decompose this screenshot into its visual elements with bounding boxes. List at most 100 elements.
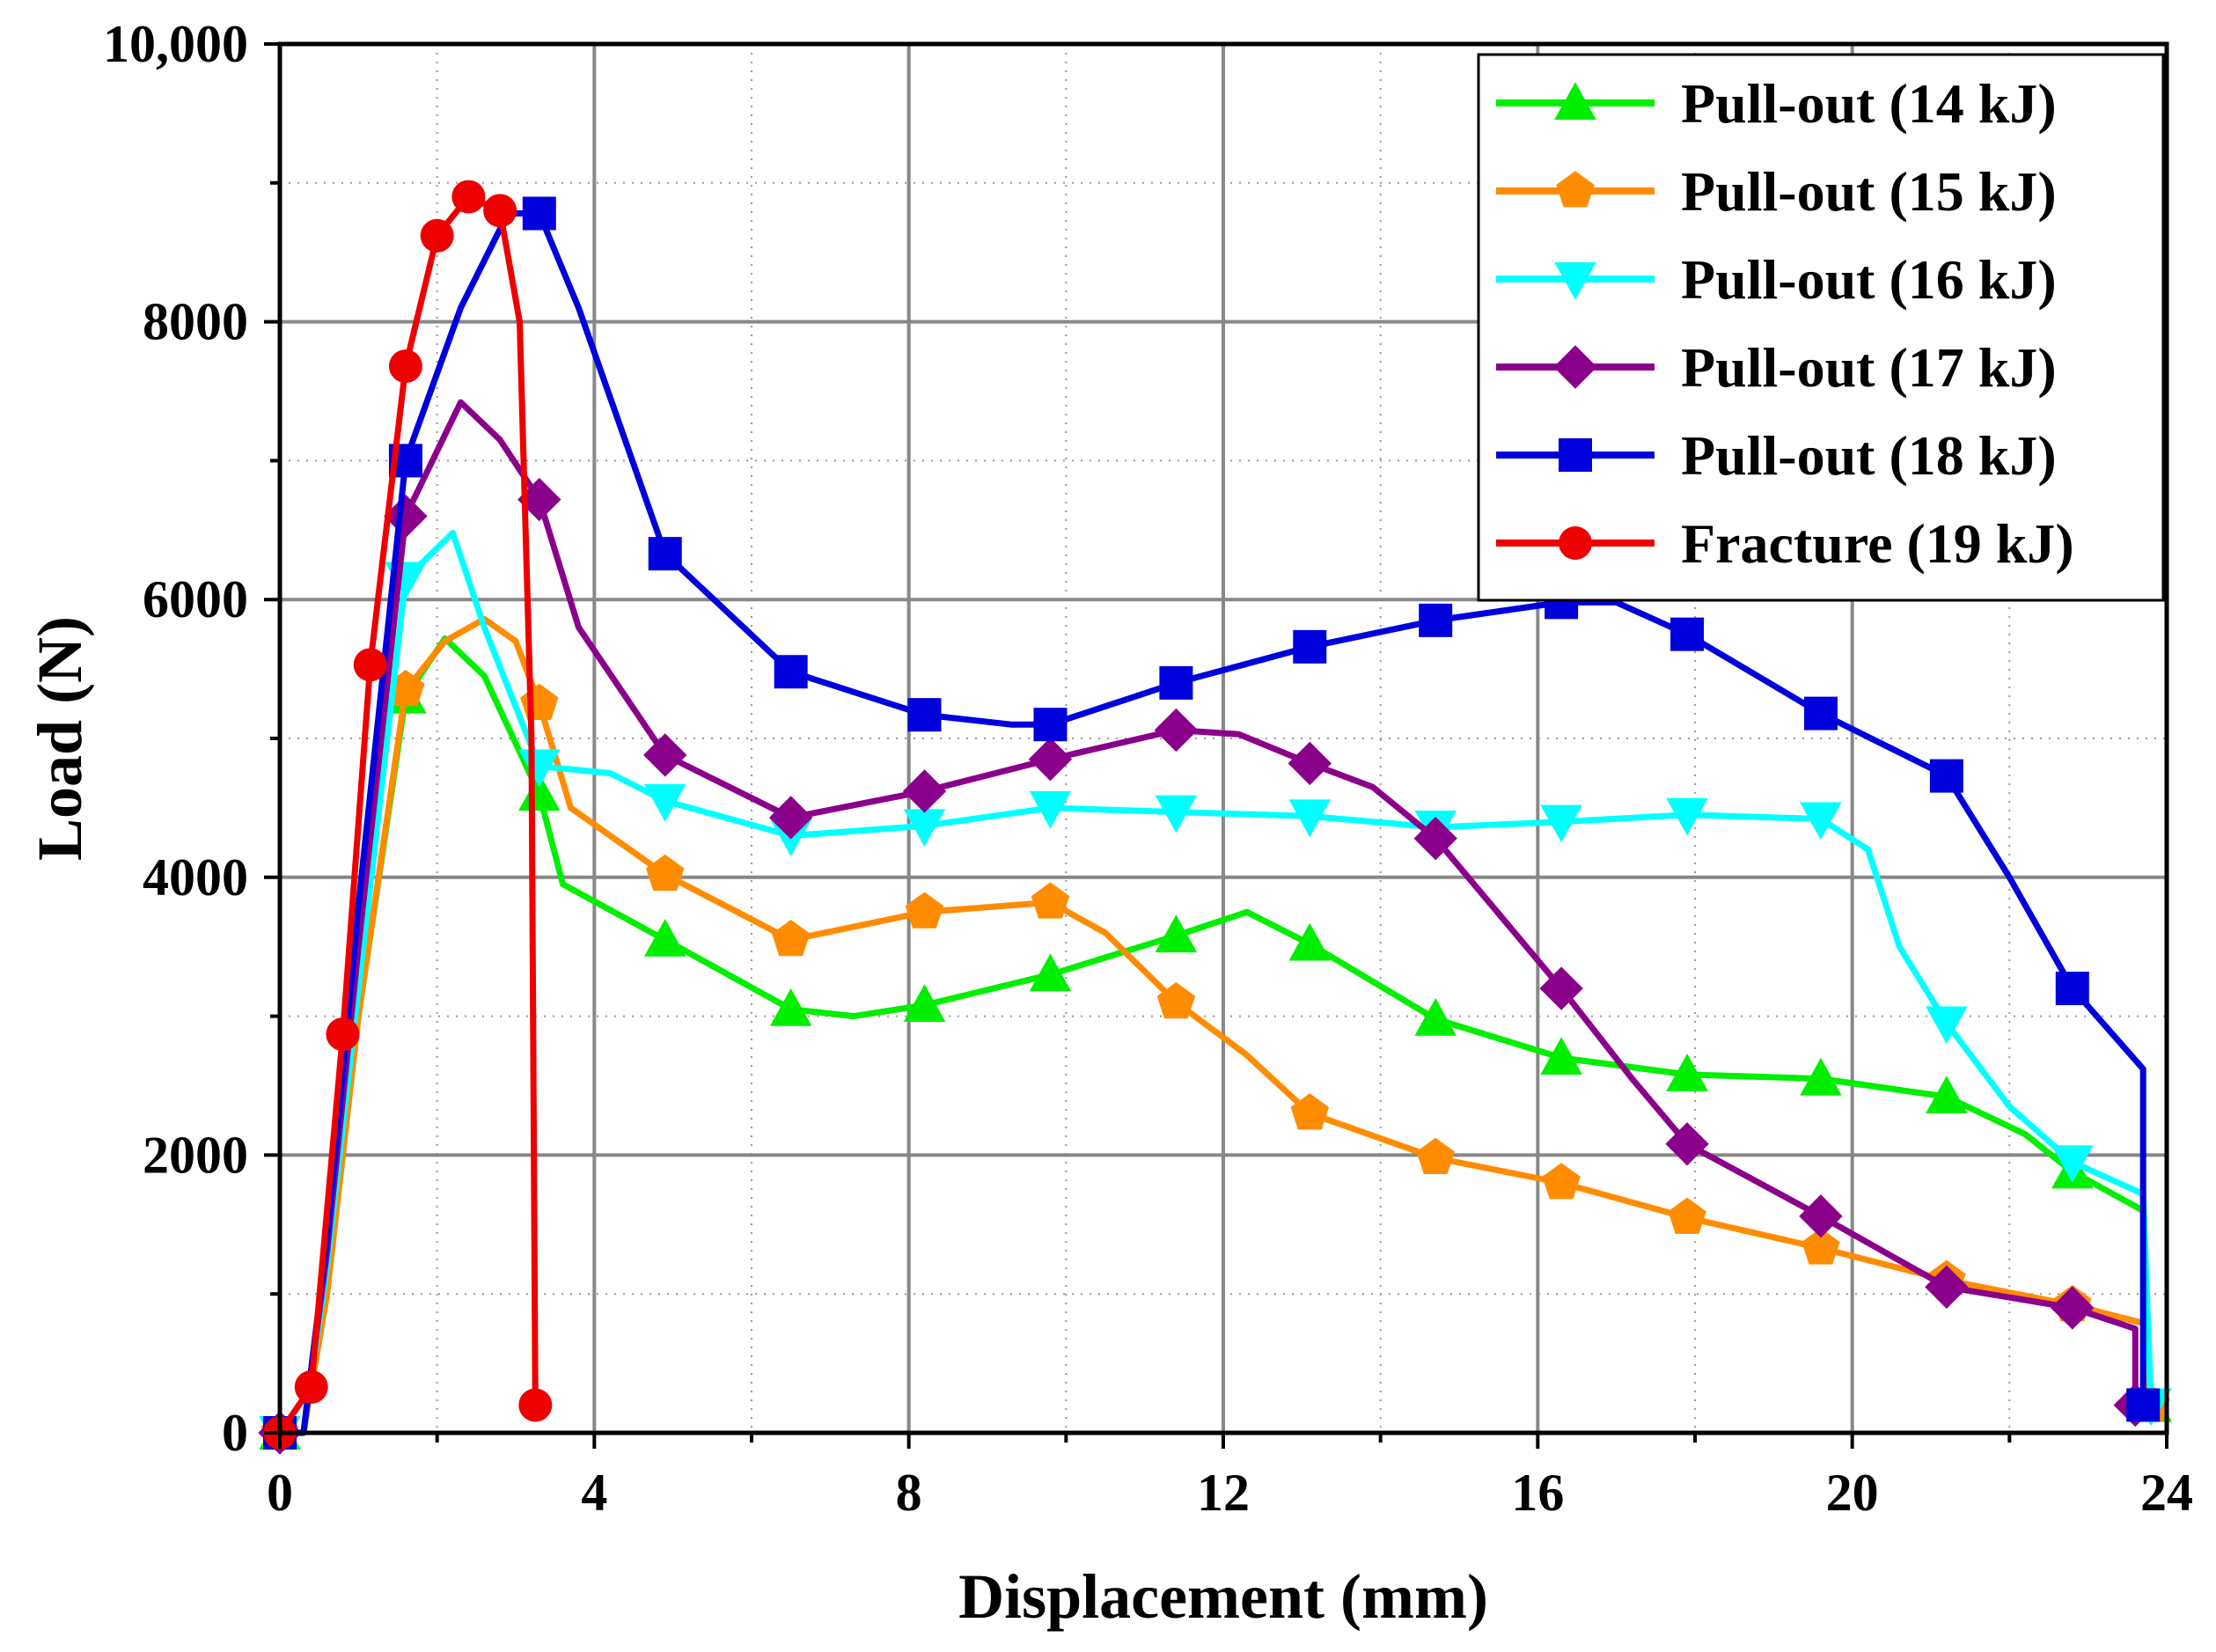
data-point bbox=[1666, 797, 1708, 836]
data-point bbox=[1155, 914, 1198, 953]
data-point bbox=[388, 349, 422, 384]
x-tick-label: 4 bbox=[581, 1464, 607, 1522]
legend-label: Pull-out (15 kJ) bbox=[1681, 160, 2057, 223]
y-tick-label: 8000 bbox=[143, 293, 248, 351]
y-tick-label: 0 bbox=[222, 1404, 248, 1462]
data-point bbox=[905, 892, 944, 929]
legend: Pull-out (14 kJ) Pull-out (15 kJ) Pull-out… bbox=[1477, 53, 2165, 602]
data-point bbox=[1028, 737, 1073, 782]
data-point bbox=[1419, 603, 1453, 637]
data-point bbox=[1801, 1228, 1840, 1265]
data-point bbox=[1670, 617, 1705, 651]
data-point bbox=[451, 180, 486, 214]
legend-label: Pull-out (16 kJ) bbox=[1681, 248, 2057, 311]
data-point bbox=[1929, 759, 1963, 793]
data-point bbox=[1156, 982, 1196, 1019]
data-point bbox=[1290, 1093, 1329, 1130]
legend-marker bbox=[1559, 526, 1592, 560]
legend-label: Pull-out (17 kJ) bbox=[1681, 336, 2057, 399]
data-point bbox=[907, 698, 942, 732]
series-4 bbox=[263, 196, 2161, 1450]
data-point bbox=[294, 1369, 328, 1404]
data-point bbox=[1803, 696, 1838, 731]
legend-box bbox=[1477, 53, 2165, 602]
data-point bbox=[1542, 1163, 1581, 1200]
y-tick-label: 4000 bbox=[143, 848, 248, 907]
data-point bbox=[1925, 1265, 1969, 1310]
data-point bbox=[326, 1017, 360, 1052]
x-axis-title: Displacement (mm) bbox=[958, 1561, 1488, 1632]
axes: 0 4 8 12 16 20 24 0 2000 4000 6000 8000 10,000 Displa… bbox=[25, 15, 2193, 1632]
legend-marker bbox=[1554, 82, 1596, 120]
data-point bbox=[1926, 1076, 1968, 1114]
data-point bbox=[1029, 953, 1072, 992]
data-point bbox=[483, 194, 517, 228]
legend-label: Pull-out (18 kJ) bbox=[1681, 424, 2057, 487]
legend-item: Pull-out (15 kJ) bbox=[1496, 160, 2057, 223]
data-point bbox=[1666, 1054, 1708, 1091]
legend-marker bbox=[1559, 438, 1592, 472]
data-point bbox=[1668, 1197, 1706, 1234]
data-point bbox=[643, 733, 687, 777]
series-3 bbox=[258, 399, 2157, 1455]
legend-label: Fracture (19 kJ) bbox=[1681, 512, 2074, 575]
y-tick-label: 2000 bbox=[143, 1126, 248, 1184]
data-point bbox=[769, 988, 812, 1026]
data-point bbox=[353, 648, 387, 682]
data-point bbox=[903, 809, 946, 848]
data-point bbox=[768, 796, 813, 840]
data-point bbox=[1033, 708, 1068, 742]
data-point bbox=[517, 477, 561, 522]
legend-label: Pull-out (14 kJ) bbox=[1681, 72, 2057, 135]
x-tick-label: 16 bbox=[1511, 1464, 1564, 1522]
data-point bbox=[1800, 802, 1842, 841]
data-point bbox=[1031, 882, 1070, 919]
data-point bbox=[1414, 998, 1457, 1036]
data-point bbox=[2051, 1145, 2094, 1184]
data-point bbox=[2051, 1286, 2095, 1330]
data-point bbox=[1416, 1137, 1455, 1174]
data-point bbox=[2055, 972, 2089, 1006]
data-point bbox=[1293, 629, 1327, 664]
series-5 bbox=[263, 180, 553, 1450]
legend-item: Fracture (19 kJ) bbox=[1496, 512, 2074, 575]
data-point bbox=[1029, 790, 1072, 829]
data-point bbox=[1540, 804, 1582, 843]
data-point bbox=[1926, 1006, 1968, 1045]
data-point bbox=[902, 769, 947, 813]
legend-marker bbox=[1556, 171, 1595, 208]
data-point bbox=[646, 854, 685, 892]
data-point bbox=[774, 655, 808, 689]
data-point bbox=[1540, 1037, 1582, 1075]
data-point bbox=[643, 784, 686, 822]
y-tick-label: 6000 bbox=[143, 570, 248, 628]
data-point bbox=[518, 1388, 553, 1422]
y-tick-label: 10,000 bbox=[103, 15, 248, 73]
x-tick-label: 24 bbox=[2140, 1464, 2193, 1522]
legend-item: Pull-out (18 kJ) bbox=[1496, 424, 2057, 487]
data-point bbox=[1288, 799, 1332, 838]
data-point bbox=[643, 919, 686, 957]
y-axis-title: Load (N) bbox=[25, 616, 95, 861]
data-point bbox=[522, 196, 556, 231]
data-point bbox=[1288, 741, 1332, 786]
data-point bbox=[384, 494, 428, 539]
data-point bbox=[1413, 816, 1457, 861]
legend-item: Pull-out (17 kJ) bbox=[1496, 336, 2057, 399]
data-point bbox=[1800, 1057, 1842, 1096]
data-point bbox=[1159, 665, 1193, 700]
data-point bbox=[648, 537, 682, 571]
legend-marker bbox=[1553, 345, 1597, 389]
data-point bbox=[1799, 1194, 1843, 1238]
x-tick-label: 12 bbox=[1197, 1464, 1250, 1522]
data-point bbox=[903, 984, 946, 1022]
data-point bbox=[2126, 1388, 2161, 1422]
series-line bbox=[276, 399, 2139, 1436]
series-lines bbox=[258, 180, 2172, 1455]
data-point bbox=[1288, 922, 1332, 961]
data-point bbox=[772, 920, 811, 957]
x-tick-label: 20 bbox=[1826, 1464, 1879, 1522]
data-point bbox=[420, 218, 454, 253]
